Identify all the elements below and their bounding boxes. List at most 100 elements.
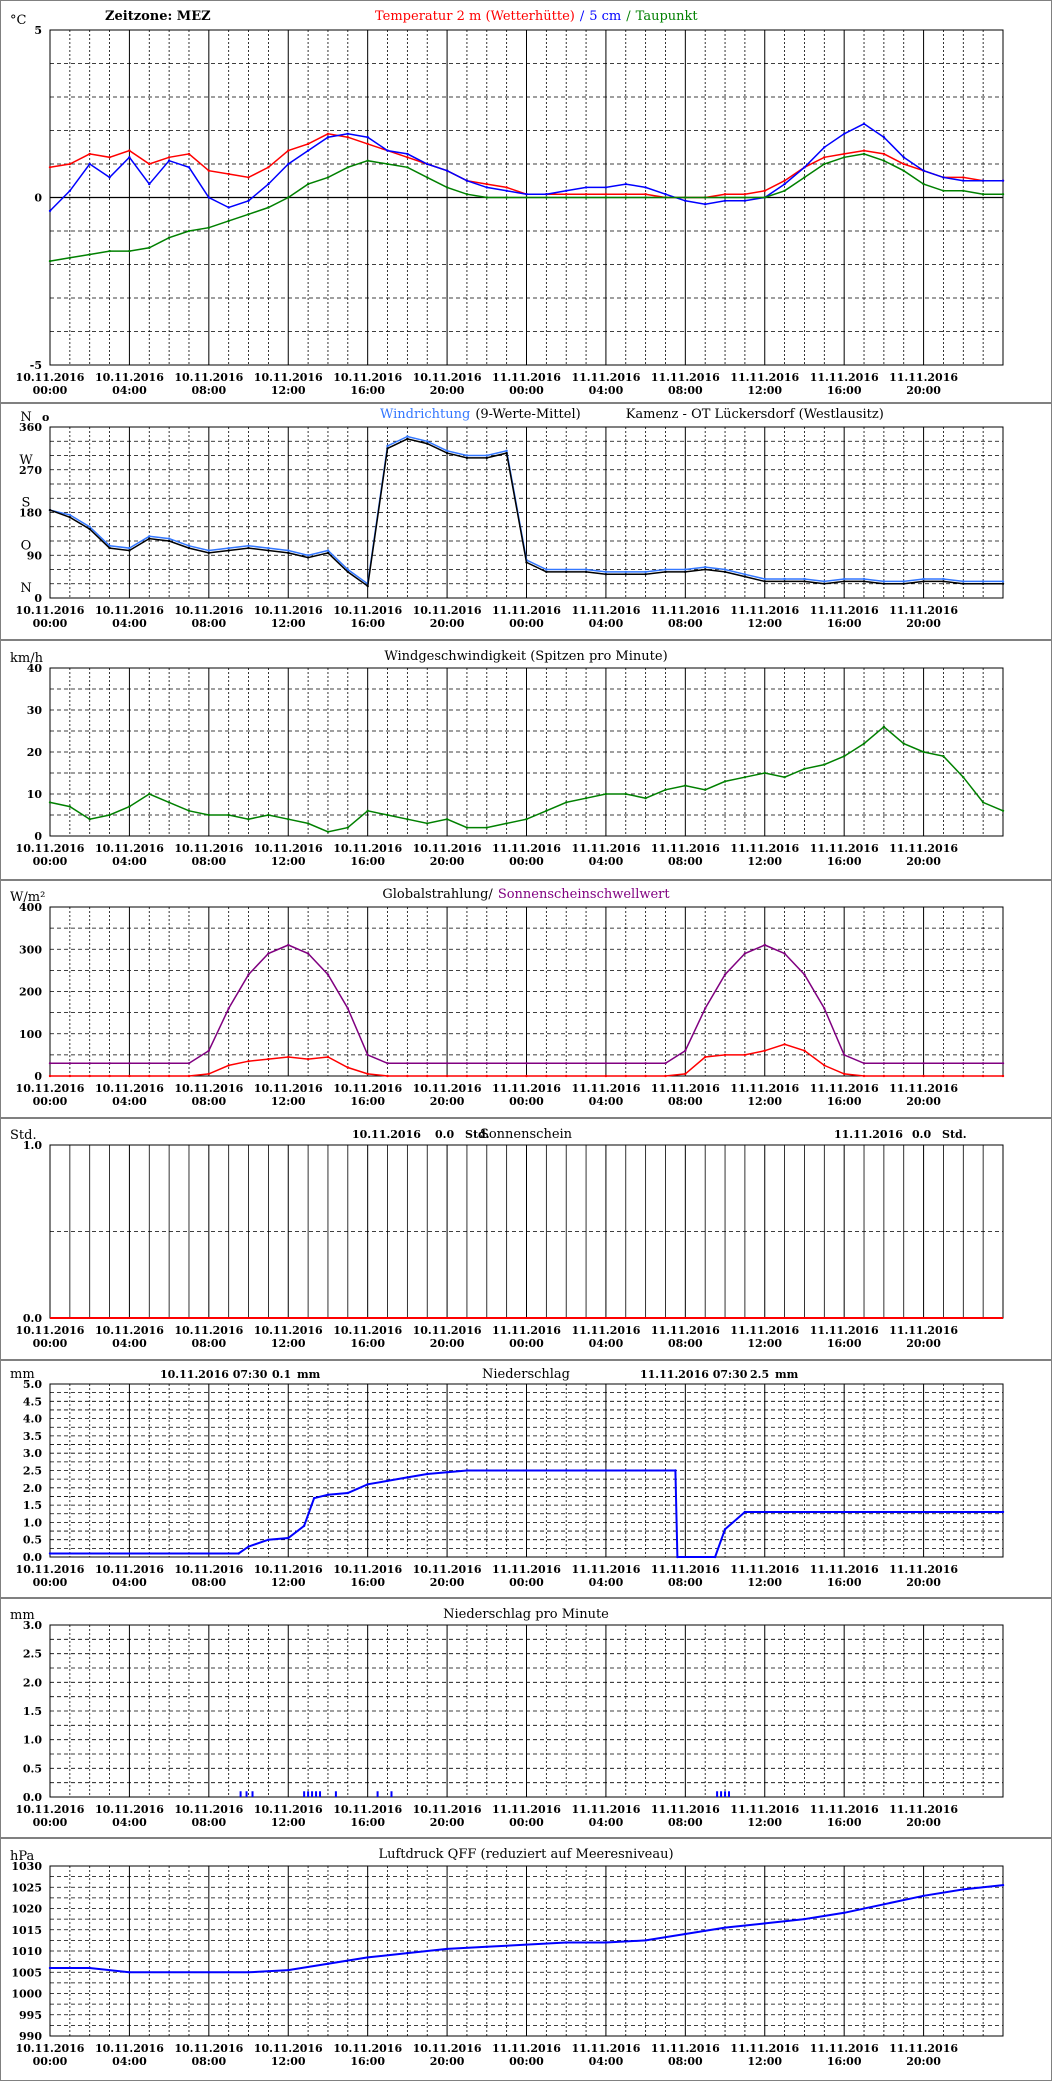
data-point: [68, 189, 72, 192]
data-point: [922, 1062, 925, 1065]
data-point: [366, 142, 369, 146]
x-tick-date: 10.11.2016: [413, 1563, 482, 1576]
data-point: [287, 943, 290, 947]
x-tick-date: 11.11.2016: [651, 2042, 720, 2055]
bar-mark: [716, 1791, 719, 1797]
data-point: [565, 1941, 568, 1944]
x-tick-time: 20:00: [430, 2055, 465, 2068]
data-point: [962, 1074, 965, 1078]
data-point: [406, 818, 409, 821]
data-point: [644, 1939, 647, 1942]
data-point: [843, 1053, 846, 1057]
data-point: [545, 193, 548, 196]
data-point: [604, 1941, 608, 1944]
bar-mark: [251, 1791, 254, 1797]
data-point: [366, 1956, 369, 1959]
data-point: [713, 1555, 717, 1559]
data-point: [505, 186, 508, 189]
data-point: [485, 826, 488, 829]
data-point: [922, 1074, 925, 1078]
x-tick-time: 20:00: [906, 384, 941, 397]
data-point: [882, 136, 886, 139]
data-point: [525, 818, 528, 821]
x-tick-time: 12:00: [271, 384, 306, 397]
x-tick-time: 08:00: [191, 1337, 226, 1350]
data-point: [445, 1074, 449, 1078]
x-tick-time: 04:00: [112, 1095, 147, 1108]
bar-mark: [724, 1791, 727, 1797]
data-point: [406, 152, 409, 156]
data-point: [684, 784, 687, 787]
y-tick-label: 4.0: [23, 1413, 42, 1426]
data-point: [445, 449, 449, 452]
data-point: [525, 561, 528, 564]
data-point: [386, 444, 389, 448]
data-point: [306, 554, 310, 557]
data-point: [962, 580, 965, 583]
data-point: [644, 196, 647, 199]
y-tick-label: 0.5: [23, 1534, 42, 1547]
x-tick-time: 16:00: [827, 1095, 862, 1108]
x-tick-date: 11.11.2016: [651, 1803, 720, 1816]
x-tick-time: 16:00: [350, 2055, 385, 2068]
x-tick-date: 11.11.2016: [651, 604, 720, 617]
data-point: [108, 1074, 111, 1078]
data-point: [247, 1971, 250, 1974]
data-point: [545, 1074, 548, 1078]
x-tick-time: 20:00: [906, 1576, 941, 1589]
data-point: [386, 149, 389, 152]
data-point: [604, 193, 608, 196]
data-point: [723, 193, 727, 196]
x-tick-time: 08:00: [668, 1816, 703, 1829]
y-tick-label: 0: [34, 830, 42, 843]
x-tick-date: 10.11.2016: [16, 842, 85, 855]
data-point: [922, 1894, 925, 1898]
y-tick-label: 1020: [11, 1903, 42, 1916]
x-tick-time: 12:00: [747, 1095, 782, 1108]
data-point: [465, 1469, 469, 1472]
x-tick-time: 08:00: [191, 1095, 226, 1108]
data-point: [445, 818, 449, 821]
x-tick-time: 12:00: [271, 617, 306, 630]
data-point: [207, 1971, 210, 1974]
x-tick-time: 12:00: [271, 1576, 306, 1589]
data-point: [108, 176, 111, 179]
data-point: [783, 189, 786, 192]
data-point: [962, 582, 965, 585]
data-point: [704, 203, 707, 206]
x-tick-date: 11.11.2016: [810, 1563, 879, 1576]
data-point: [505, 1062, 508, 1065]
data-point: [485, 1945, 488, 1949]
data-point: [128, 149, 131, 152]
x-tick-time: 12:00: [747, 384, 782, 397]
data-point: [684, 199, 687, 202]
x-tick-time: 12:00: [747, 1337, 782, 1350]
data-point: [406, 166, 409, 169]
data-point: [306, 142, 310, 146]
data-point: [505, 449, 508, 452]
x-tick-date: 11.11.2016: [730, 1324, 799, 1337]
x-tick-date: 10.11.2016: [413, 2042, 482, 2055]
x-tick-time: 12:00: [747, 2055, 782, 2068]
data-point: [426, 1472, 429, 1476]
data-point: [743, 1053, 747, 1057]
x-tick-time: 20:00: [430, 384, 465, 397]
x-tick-time: 08:00: [191, 1816, 226, 1829]
x-tick-date: 11.11.2016: [810, 1082, 879, 1095]
data-point: [386, 447, 389, 450]
y-tick-label: 4.5: [23, 1395, 42, 1408]
x-tick-date: 10.11.2016: [95, 1324, 164, 1337]
data-point: [565, 570, 568, 574]
data-point: [962, 1888, 965, 1891]
x-tick-date: 10.11.2016: [413, 371, 482, 384]
data-point: [207, 196, 210, 199]
data-point: [306, 822, 310, 825]
x-tick-date: 11.11.2016: [571, 1082, 640, 1095]
unit-label: km/h: [10, 651, 44, 666]
data-point: [763, 1049, 766, 1052]
x-tick-date: 10.11.2016: [174, 1082, 243, 1095]
data-point: [267, 952, 270, 955]
data-point: [624, 570, 627, 574]
data-point: [426, 442, 429, 445]
